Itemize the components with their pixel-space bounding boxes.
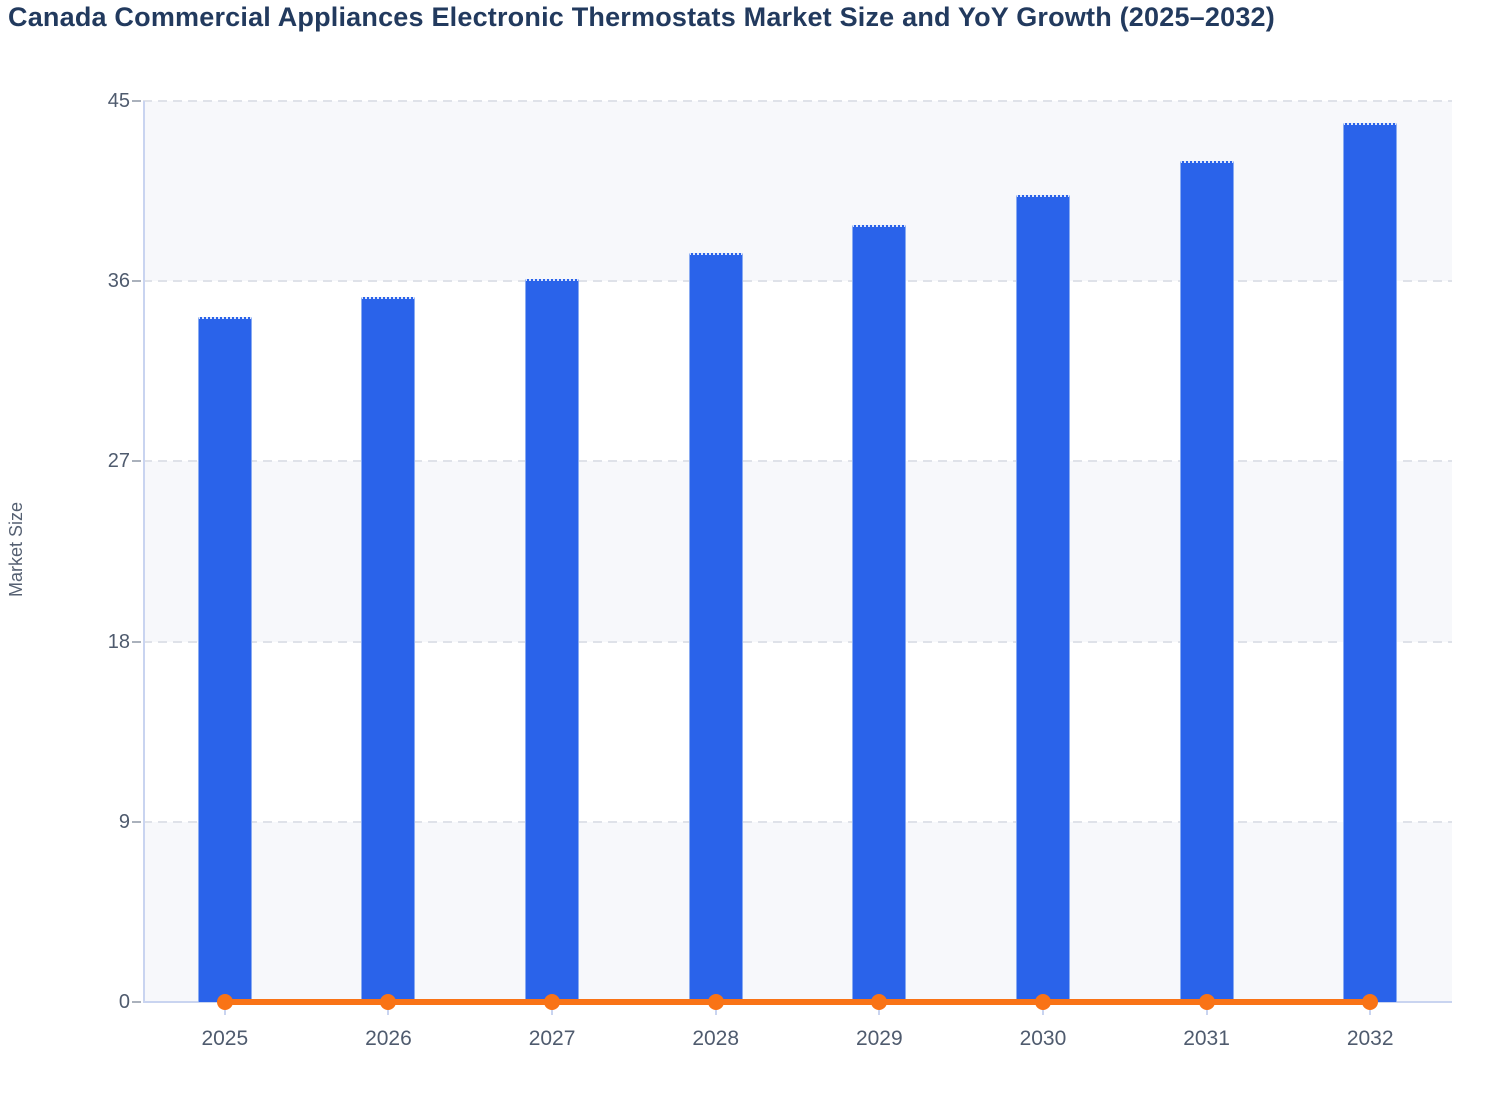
bar-2030[interactable] xyxy=(1015,195,1070,1002)
x-tick-label-2032: 2032 xyxy=(1346,1027,1394,1050)
chart-title: Canada Commercial Appliances Electronic … xyxy=(8,2,1275,32)
y-tick-label: 27 xyxy=(107,450,130,473)
y-tick xyxy=(132,280,141,283)
y-tick-label: 18 xyxy=(107,630,130,653)
gridline xyxy=(143,280,1452,283)
bar-2026[interactable] xyxy=(361,297,416,1002)
y-tick-label: 0 xyxy=(118,991,130,1013)
yoy-marker-2025[interactable] xyxy=(216,994,233,1010)
yoy-marker-2031[interactable] xyxy=(1198,994,1215,1010)
x-tick-label-2028: 2028 xyxy=(692,1027,740,1050)
gridline xyxy=(143,100,1452,102)
y-tick xyxy=(132,460,141,463)
x-tick-label-2030: 2030 xyxy=(1019,1027,1067,1050)
bar-2025[interactable] xyxy=(197,317,252,1002)
bar-2028[interactable] xyxy=(688,253,743,1002)
yoy-growth-line[interactable] xyxy=(224,999,1371,1005)
x-tick-label-2031: 2031 xyxy=(1183,1027,1230,1050)
x-tick-label-2029: 2029 xyxy=(855,1027,903,1050)
bar-2029[interactable] xyxy=(852,225,907,1002)
yoy-marker-2027[interactable] xyxy=(544,994,561,1010)
y-axis-title: Market Size xyxy=(6,501,26,597)
gridline xyxy=(143,460,1452,463)
gridline xyxy=(143,640,1452,643)
yoy-marker-2032[interactable] xyxy=(1362,994,1379,1010)
y-axis-line xyxy=(143,101,145,1002)
plot-band xyxy=(143,101,1452,282)
y-tick-label: 36 xyxy=(107,270,130,293)
bar-2032[interactable] xyxy=(1343,123,1398,1002)
yoy-marker-2029[interactable] xyxy=(871,994,888,1010)
yoy-marker-2030[interactable] xyxy=(1034,994,1051,1010)
x-tick-label-2026: 2026 xyxy=(365,1027,412,1050)
x-tick-label-2027: 2027 xyxy=(528,1027,576,1050)
x-tick-label-2025: 2025 xyxy=(201,1027,249,1050)
plot-band xyxy=(143,821,1452,1002)
y-tick-label: 9 xyxy=(118,810,130,833)
gridline xyxy=(143,820,1452,823)
bar-2027[interactable] xyxy=(525,279,580,1002)
yoy-marker-2026[interactable] xyxy=(380,994,397,1010)
y-tick xyxy=(132,820,141,823)
plot-band xyxy=(143,641,1452,822)
y-tick-label: 45 xyxy=(107,90,130,112)
bar-2031[interactable] xyxy=(1179,161,1234,1002)
y-tick xyxy=(132,1001,141,1003)
plot-band xyxy=(143,461,1452,642)
plot-band xyxy=(143,281,1452,462)
y-tick xyxy=(132,640,141,643)
yoy-marker-2028[interactable] xyxy=(707,994,724,1010)
y-tick xyxy=(132,100,141,102)
